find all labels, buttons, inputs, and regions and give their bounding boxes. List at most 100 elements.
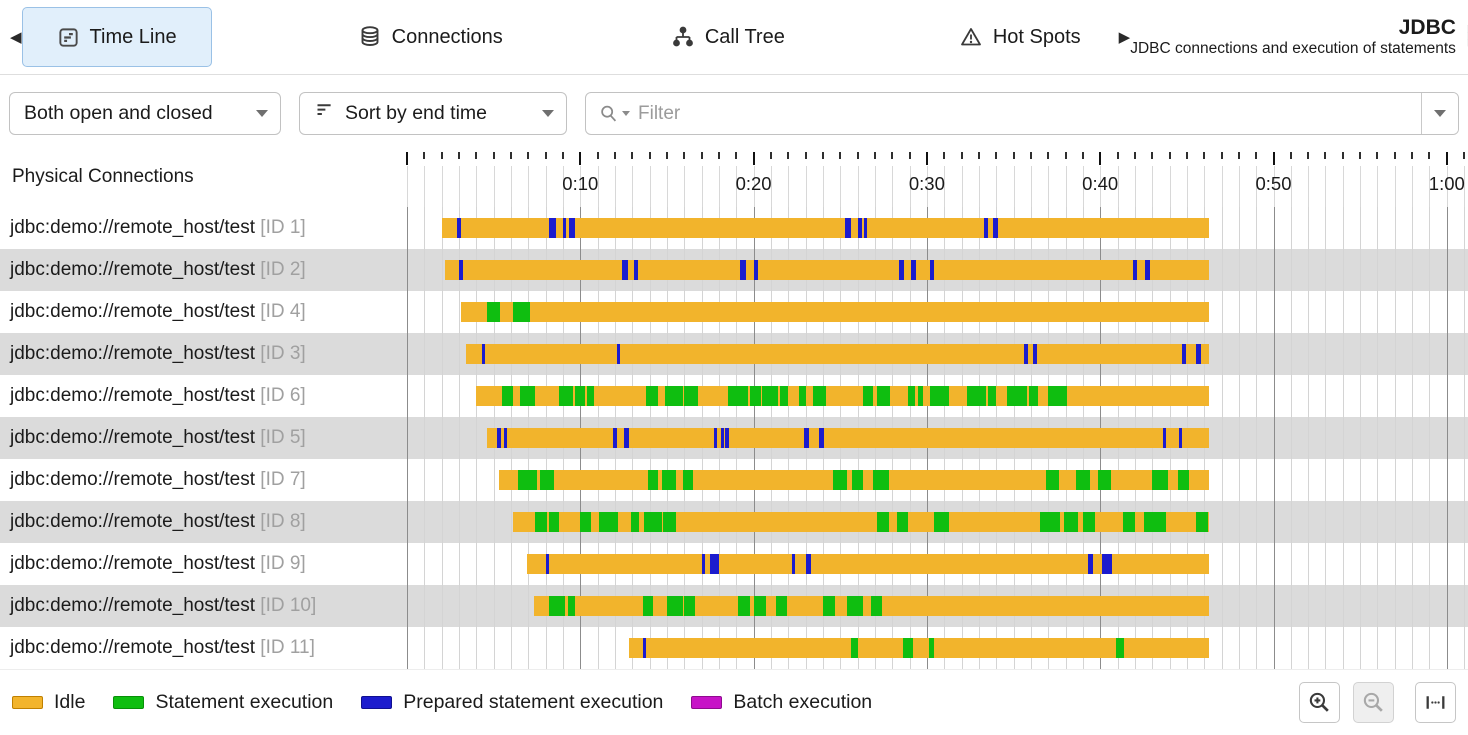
execution-segment <box>540 470 555 490</box>
fit-to-window-button[interactable] <box>1415 682 1456 723</box>
execution-segment <box>481 344 485 364</box>
execution-segment <box>1115 638 1125 658</box>
tab-connections[interactable]: Connections <box>330 8 531 66</box>
timeline-bar[interactable] <box>476 386 1210 406</box>
filter-input[interactable] <box>636 93 1421 134</box>
execution-segment <box>713 428 718 448</box>
timeline-bar[interactable] <box>441 218 1210 238</box>
timeline-bar[interactable] <box>465 344 1210 364</box>
axis-tick <box>1289 152 1292 159</box>
gridline <box>1429 166 1431 207</box>
execution-segment <box>634 260 639 280</box>
axis-tick <box>1220 152 1223 159</box>
execution-segment <box>857 218 862 238</box>
axis-tick <box>1081 152 1084 159</box>
axis-tick <box>648 152 651 159</box>
gridline <box>476 207 478 669</box>
axis-tick <box>613 152 616 159</box>
execution-segment <box>1063 512 1078 532</box>
gridline <box>1221 207 1223 669</box>
legend-item: Idle <box>12 691 85 714</box>
execution-segment <box>580 512 591 532</box>
timeline-bar[interactable] <box>498 470 1210 490</box>
scroll-tabs-left-icon[interactable]: ◀ <box>10 29 22 46</box>
gridline <box>1308 207 1310 669</box>
gridline <box>1100 166 1102 207</box>
execution-segment <box>701 554 706 574</box>
gridline <box>1325 166 1327 207</box>
execution-segment <box>966 386 986 406</box>
gridline <box>684 166 686 207</box>
sort-icon <box>314 100 335 127</box>
execution-segment <box>1162 428 1167 448</box>
timeline-bar[interactable] <box>533 596 1210 616</box>
axis-label: 1:00 <box>1428 173 1465 194</box>
timeline-bar[interactable] <box>512 512 1210 532</box>
gridline <box>1377 207 1379 669</box>
axis-tick <box>1203 152 1206 159</box>
execution-segment <box>642 596 654 616</box>
connection-label: jdbc:demo://remote_host/test [ID 2] <box>10 259 306 280</box>
axis-tick <box>1359 152 1362 159</box>
execution-segment <box>666 596 683 616</box>
gridline <box>1377 166 1379 207</box>
execution-segment <box>1145 260 1151 280</box>
execution-segment <box>737 596 751 616</box>
axis-label: 0:50 <box>1255 173 1292 194</box>
filter-dropdown-button[interactable] <box>1421 93 1458 134</box>
gridline <box>1256 207 1258 669</box>
execution-segment <box>871 596 882 616</box>
execution-segment <box>623 428 629 448</box>
timeline-bar[interactable] <box>526 554 1210 574</box>
connection-label: jdbc:demo://remote_host/test [ID 11] <box>10 637 315 658</box>
connection-label: jdbc:demo://remote_host/test [ID 10] <box>10 595 317 616</box>
scroll-tabs-right-icon[interactable]: ▶ <box>1118 29 1131 46</box>
gridline <box>1065 166 1067 207</box>
fit-width-icon <box>1426 696 1445 709</box>
execution-segment <box>798 386 806 406</box>
execution-segment <box>599 512 619 532</box>
execution-segment <box>984 218 989 238</box>
sort-select[interactable]: Sort by end time <box>299 92 567 135</box>
timeline-bar[interactable] <box>460 302 1210 322</box>
legend-label: Statement execution <box>155 691 334 713</box>
sort-value: Sort by end time <box>345 102 487 124</box>
execution-segment <box>575 386 586 406</box>
axis-tick <box>908 152 911 159</box>
axis-label: 0:40 <box>1082 173 1119 194</box>
tab-hot-spots[interactable]: Hot Spots <box>931 8 1109 66</box>
execution-segment <box>549 218 557 238</box>
connection-state-select[interactable]: Both open and closed <box>9 92 281 135</box>
zoom-in-button[interactable] <box>1299 682 1340 723</box>
execution-segment <box>502 386 513 406</box>
axis-tick <box>925 152 928 165</box>
axis-tick <box>891 152 894 159</box>
execution-segment <box>497 428 501 448</box>
axis-tick <box>943 152 946 159</box>
axis-tick <box>1064 152 1067 159</box>
timeline-bar[interactable] <box>628 638 1210 658</box>
timeline-bar[interactable] <box>486 428 1210 448</box>
axis-tick <box>1047 152 1050 159</box>
timeline-bar[interactable] <box>445 260 1210 280</box>
execution-segment <box>819 428 824 448</box>
gridline <box>1256 166 1258 207</box>
gridline <box>597 166 599 207</box>
execution-segment <box>897 512 908 532</box>
legend-swatch <box>691 696 723 709</box>
execution-segment <box>727 386 749 406</box>
tab-time-line[interactable]: Time Line <box>21 7 212 67</box>
execution-segment <box>863 218 868 238</box>
gridline <box>441 207 443 669</box>
gridline <box>1221 166 1223 207</box>
gridline <box>978 166 980 207</box>
search-icon[interactable] <box>586 103 636 125</box>
probe-subtitle: JDBC connections and execution of statem… <box>1130 40 1456 57</box>
execution-segment <box>1029 386 1038 406</box>
tab-call-tree[interactable]: Call Tree <box>643 8 813 66</box>
gridline <box>926 166 928 207</box>
connection-label: jdbc:demo://remote_host/test [ID 3] <box>10 343 306 364</box>
gridline <box>1342 166 1344 207</box>
execution-segment <box>1088 554 1094 574</box>
connection-label: jdbc:demo://remote_host/test [ID 9] <box>10 553 306 574</box>
